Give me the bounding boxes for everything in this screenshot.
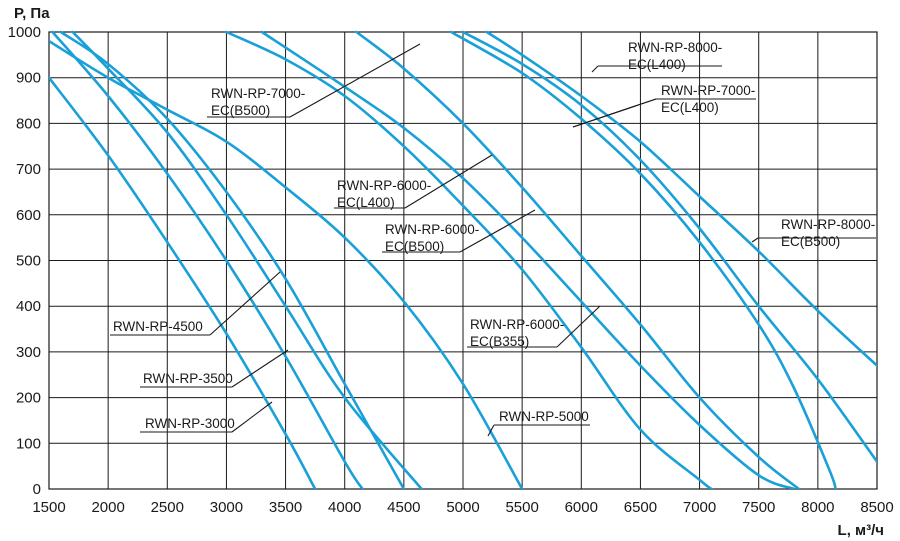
leader-connector	[404, 154, 493, 209]
curve-label-text: RWN-RP-7000-	[661, 83, 755, 98]
leader-connector	[751, 237, 759, 243]
y-tick-label: 100	[16, 435, 41, 452]
curves	[49, 30, 877, 489]
y-tick-label: 300	[16, 344, 41, 361]
curve-label-6: RWN-RP-6000- EC(L400)	[334, 154, 493, 210]
series-line-9	[449, 30, 837, 489]
curve-label-text: RWN-RP-4500	[113, 319, 203, 334]
x-tick-label: 6000	[565, 499, 598, 516]
x-tick-label: 5500	[505, 499, 538, 516]
curve-label-text: EC(L400)	[628, 57, 686, 72]
curve-label-text: EC(B355)	[470, 334, 529, 349]
curve-label-text: EC(B500)	[385, 239, 444, 254]
curve-label-7: RWN-RP-6000- EC(B500)	[382, 209, 536, 254]
curve-label-text: EC(L400)	[337, 195, 395, 210]
curve-label-text: RWN-RP-6000-	[470, 317, 564, 332]
leader-connector	[231, 349, 289, 388]
series-line-3	[59, 30, 406, 489]
y-tick-label: 0	[33, 481, 41, 498]
x-tick-label: 2000	[91, 499, 124, 516]
curve-label-text: RWN-RP-3000	[145, 416, 235, 431]
series-line-5	[71, 30, 423, 489]
series-line-8	[355, 30, 801, 489]
leader-connector	[289, 43, 421, 118]
curve-label-text: RWN-RP-5000	[499, 409, 589, 424]
curve-label-text: RWN-RP-7000-	[211, 86, 305, 101]
x-tick-label: 8500	[860, 499, 893, 516]
curve-label-10: RWN-RP-7000- EC(L400)	[572, 83, 756, 128]
x-tick-label: 3500	[269, 499, 302, 516]
curve-label-text: RWN-RP-8000-	[628, 40, 722, 55]
y-tick-label: 900	[16, 70, 41, 87]
leader-connector	[591, 65, 599, 73]
y-tick-label: 800	[16, 115, 41, 132]
x-tick-label: 2500	[151, 499, 184, 516]
y-tick-label: 200	[16, 390, 41, 407]
curve-label-9: RWN-RP-8000- EC(L400)	[591, 40, 722, 73]
curve-label-2: RWN-RP-3500	[140, 349, 289, 388]
leader-connector	[572, 98, 657, 128]
tick-labels: 1500 2000 2500 3000 3500 4000 4500 5000 5500 6000…	[8, 24, 894, 516]
series-line-11	[461, 30, 877, 463]
curve-label-3: RWN-RP-3000	[140, 401, 273, 433]
leader-connector	[231, 401, 273, 433]
series-line-10	[485, 30, 877, 367]
leader-connector	[487, 424, 495, 437]
x-axis-title: L, м³/ч	[838, 522, 884, 539]
x-tick-label: 3000	[210, 499, 243, 516]
x-tick-label: 4500	[387, 499, 420, 516]
curve-label-5: RWN-RP-7000- EC(B500)	[207, 43, 421, 118]
series-line-4	[49, 39, 524, 489]
leader-connector	[556, 305, 601, 348]
x-tick-label: 1500	[32, 499, 65, 516]
curve-label-text: RWN-RP-6000-	[385, 222, 479, 237]
curve-label-11: RWN-RP-8000- EC(B500)	[751, 217, 876, 249]
curve-label-text: RWN-RP-8000-	[781, 217, 875, 232]
x-tick-label: 6500	[624, 499, 657, 516]
y-tick-label: 700	[16, 161, 41, 178]
curve-label-1: RWN-RP-4500	[110, 271, 281, 336]
curve-label-text: RWN-RP-3500	[143, 371, 233, 386]
y-tick-label: 600	[16, 207, 41, 224]
series-line-7	[260, 30, 796, 489]
curve-label-text: RWN-RP-6000-	[337, 178, 431, 193]
curve-label-8: RWN-RP-6000- EC(B355)	[467, 305, 601, 349]
x-tick-label: 7000	[683, 499, 716, 516]
x-tick-label: 5000	[446, 499, 479, 516]
curve-label-text: EC(L400)	[661, 100, 719, 115]
x-tick-label: 4000	[328, 499, 361, 516]
series-line-6	[225, 30, 713, 489]
curve-labels: RWN-RP-4500 RWN-RP-3500 RWN-RP-3000 RWN-RP-…	[110, 40, 876, 437]
y-tick-label: 1000	[8, 24, 41, 41]
leader-connector	[209, 271, 281, 336]
x-tick-label: 7500	[742, 499, 775, 516]
curve-label-text: EC(B500)	[781, 234, 840, 249]
series-line-1	[49, 76, 317, 489]
y-tick-label: 400	[16, 298, 41, 315]
curve-label-4: RWN-RP-5000	[487, 409, 590, 437]
y-tick-label: 500	[16, 253, 41, 270]
leader-connector	[459, 209, 536, 253]
grid	[48, 31, 878, 490]
series-line-2	[51, 30, 364, 489]
curve-label-text: EC(B500)	[211, 103, 270, 118]
y-axis-title: P, Па	[14, 5, 50, 22]
x-tick-label: 8000	[801, 499, 834, 516]
